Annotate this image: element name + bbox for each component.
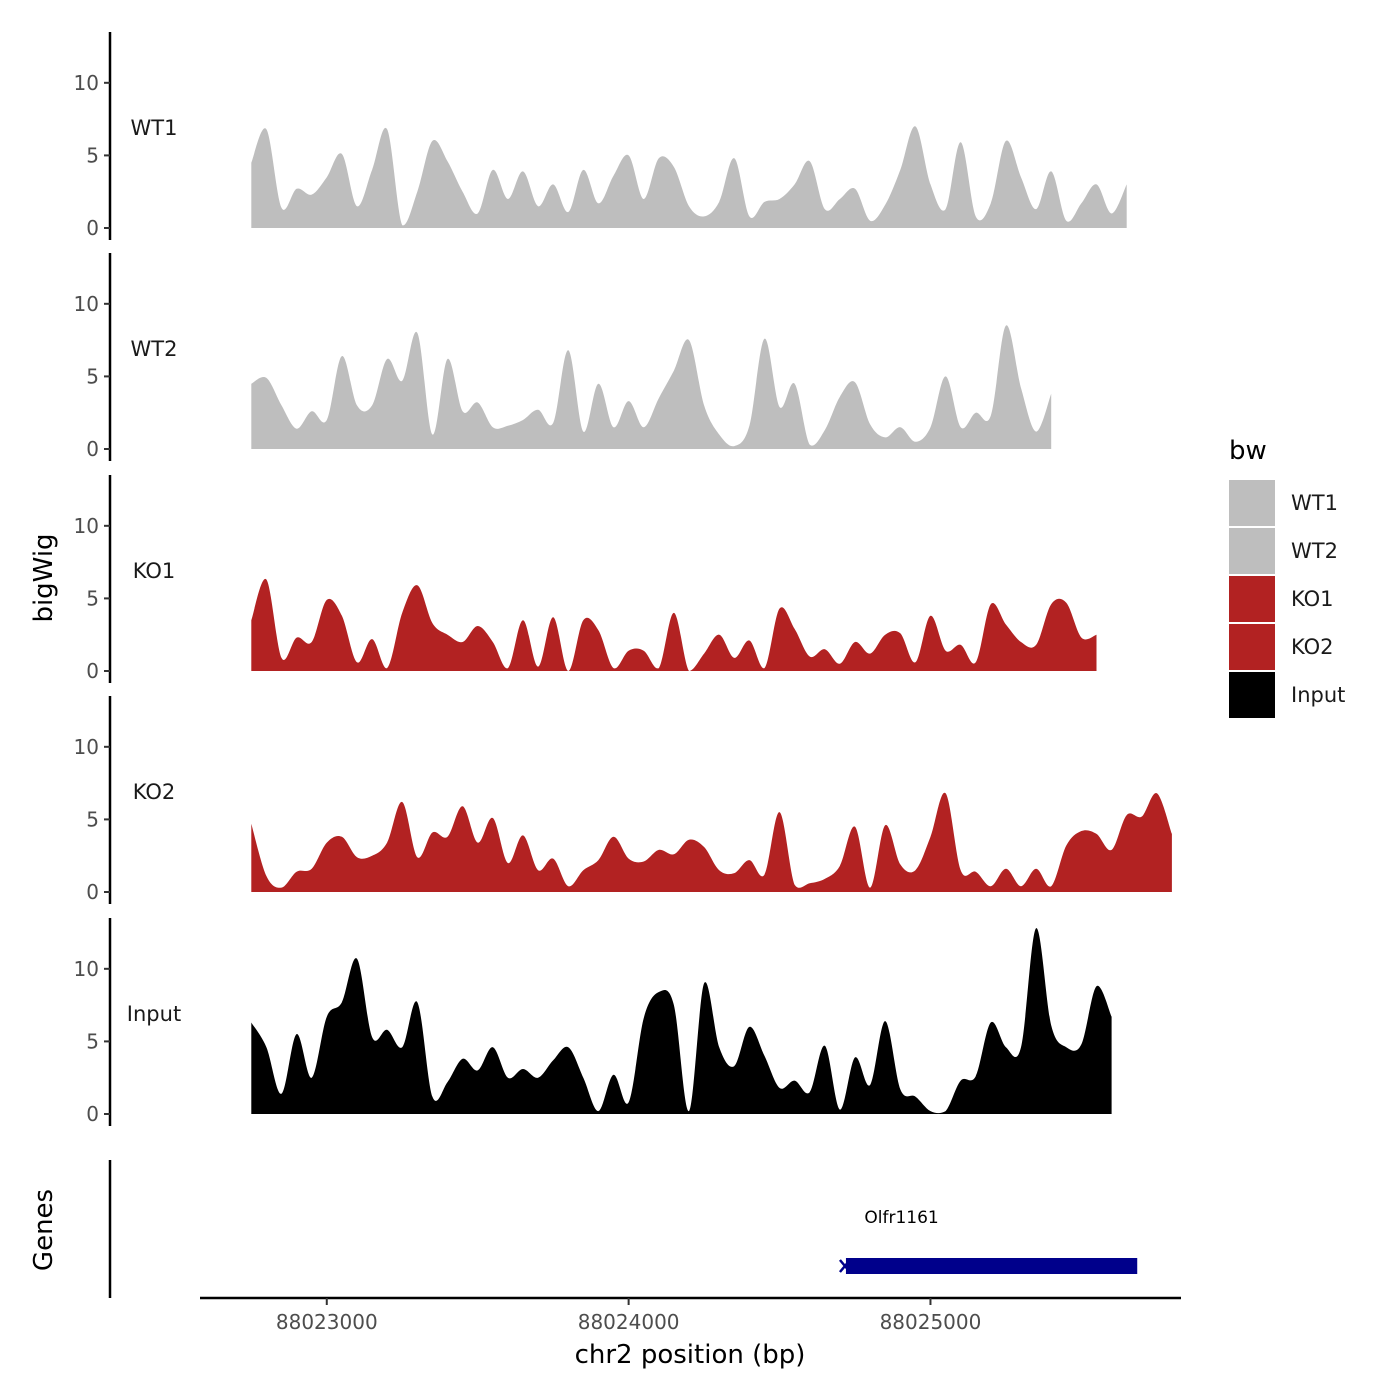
- y-tick-label: 10: [74, 514, 99, 538]
- legend-swatch-ko1: [1229, 576, 1275, 622]
- area-ko1: [251, 578, 1097, 671]
- panel-wt1: 0 5 10 WT1: [74, 32, 1127, 240]
- y-tick-label: 5: [86, 143, 99, 167]
- gene-olfr1161: Olfr1161: [838, 1208, 1138, 1274]
- x-tick-label: 88023000: [276, 1310, 378, 1334]
- track-label-ko2: KO2: [133, 780, 176, 804]
- legend-label-wt1: WT1: [1291, 491, 1338, 515]
- legend-label-input: Input: [1291, 683, 1345, 707]
- x-axis: 88023000 88024000 88025000: [200, 1296, 1181, 1334]
- y-tick-label: 10: [74, 292, 99, 316]
- track-label-input: Input: [127, 1002, 181, 1026]
- y-tick-label: 5: [86, 1029, 99, 1053]
- legend: bw WT1 WT2 KO1 KO2 Input: [1229, 436, 1345, 718]
- x-tick-label: 88025000: [880, 1310, 982, 1334]
- legend-swatch-wt2: [1229, 528, 1275, 574]
- track-label-wt2: WT2: [131, 337, 178, 361]
- y-tick-label: 5: [86, 807, 99, 831]
- legend-label-ko2: KO2: [1291, 635, 1334, 659]
- genes-panel: Olfr1161: [108, 1160, 1138, 1298]
- y-axis-title: bigWig: [29, 533, 59, 622]
- gene-label: Olfr1161: [864, 1208, 938, 1228]
- legend-swatch-wt1: [1229, 480, 1275, 526]
- panel-ko2: 0 5 10 KO2: [74, 696, 1172, 904]
- legend-swatch-input: [1229, 672, 1275, 718]
- y-tick-label: 10: [74, 957, 99, 981]
- track-label-ko1: KO1: [133, 559, 176, 583]
- y-tick-label: 0: [86, 437, 99, 461]
- area-input: [251, 928, 1112, 1114]
- panel-input: 0 5 10 Input: [74, 918, 1112, 1126]
- x-axis-title: chr2 position (bp): [575, 1340, 806, 1370]
- panel-wt2: 0 5 10 WT2: [74, 253, 1052, 461]
- y-tick-label: 5: [86, 364, 99, 388]
- area-ko2: [251, 792, 1172, 892]
- y-tick-label: 10: [74, 71, 99, 95]
- y-tick-label: 0: [86, 659, 99, 683]
- y-tick-label: 0: [86, 880, 99, 904]
- panel-ko1: 0 5 10 KO1: [74, 475, 1097, 683]
- y-tick-label: 0: [86, 216, 99, 240]
- track-label-wt1: WT1: [131, 116, 178, 140]
- y-tick-label: 0: [86, 1102, 99, 1126]
- area-wt2: [251, 325, 1052, 449]
- track-panels: 0 5 10 WT1 0 5 10 WT2 0 5 10 KO1 0 5 10 KO2 0 5 10 Input: [74, 32, 1172, 1126]
- area-wt1: [251, 126, 1127, 228]
- y-tick-label: 5: [86, 586, 99, 610]
- legend-label-wt2: WT2: [1291, 539, 1338, 563]
- legend-title: bw: [1229, 436, 1267, 466]
- gene-body: [845, 1258, 1138, 1274]
- genes-axis-title: Genes: [29, 1189, 59, 1271]
- gene-strand-marker: [838, 1259, 851, 1273]
- legend-swatch-ko2: [1229, 624, 1275, 670]
- legend-label-ko1: KO1: [1291, 587, 1334, 611]
- x-tick-label: 88024000: [578, 1310, 680, 1334]
- y-tick-label: 10: [74, 735, 99, 759]
